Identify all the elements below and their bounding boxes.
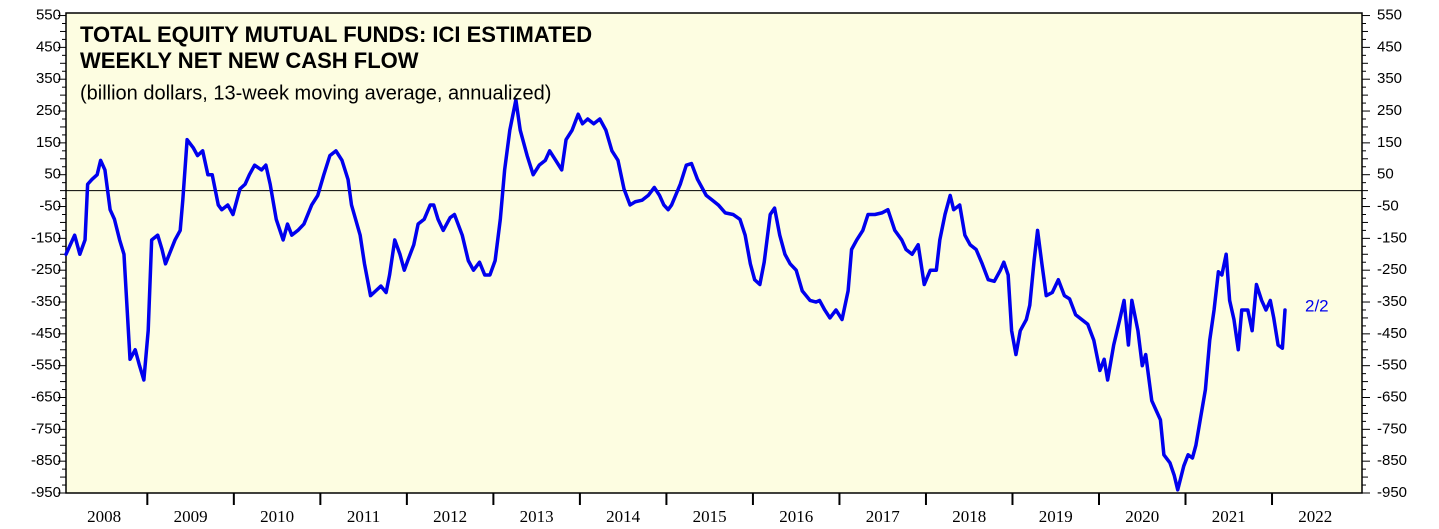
y-tick-label: -550 <box>31 357 61 374</box>
x-tick-label: 2022 <box>1298 507 1332 526</box>
chart-title: TOTAL EQUITY MUTUAL FUNDS: ICI ESTIMATED <box>80 22 592 47</box>
y-tick-label: 450 <box>36 38 61 55</box>
data: 2/2 <box>64 98 1329 492</box>
y-tick-label: 150 <box>1377 134 1402 151</box>
annotation: 2/2 <box>1305 296 1329 315</box>
y-tick-label: 250 <box>36 102 61 119</box>
y-tick-label: -50 <box>1377 197 1399 214</box>
x-tick-label: 2010 <box>260 507 294 526</box>
x-tick-label: 2015 <box>693 507 727 526</box>
y-tick-label: -650 <box>31 388 61 405</box>
y-tick-label: -150 <box>1377 229 1407 246</box>
plot-area <box>65 12 1363 494</box>
x-tick-label: 2012 <box>433 507 467 526</box>
y-tick-label: 450 <box>1377 38 1402 55</box>
y-tick-label: -950 <box>31 484 61 501</box>
y-tick-label: -250 <box>1377 261 1407 278</box>
x-tick-label: 2009 <box>174 507 208 526</box>
y-tick-label: 50 <box>1377 166 1394 183</box>
y-tick-label: -650 <box>1377 388 1407 405</box>
y-tick-label: -850 <box>31 452 61 469</box>
data-line <box>64 98 1287 492</box>
y-tick-label: -850 <box>1377 452 1407 469</box>
y-tick-label: -350 <box>1377 293 1407 310</box>
y-tick-label: -550 <box>1377 357 1407 374</box>
y-tick-label: -750 <box>31 420 61 437</box>
x-tick-label: 2019 <box>1039 507 1073 526</box>
y-tick-label: -750 <box>1377 420 1407 437</box>
x-tick-label: 2021 <box>1212 507 1246 526</box>
chart-title: WEEKLY NET NEW CASH FLOW <box>80 48 419 73</box>
axes: 550 550 450 450 350 350 250 250 150 150 50 50 -50 -50… <box>31 7 1407 526</box>
y-tick-label: 50 <box>44 166 61 183</box>
x-tick-label: 2014 <box>606 507 641 526</box>
y-tick-label: 350 <box>1377 70 1402 87</box>
y-tick-label: 250 <box>1377 102 1402 119</box>
y-tick-label: 550 <box>36 7 61 24</box>
y-tick-label: -950 <box>1377 484 1407 501</box>
x-tick-label: 2016 <box>779 507 813 526</box>
y-tick-label: -450 <box>1377 325 1407 342</box>
y-tick-label: -50 <box>39 197 61 214</box>
x-tick-label: 2008 <box>87 507 121 526</box>
x-tick-label: 2017 <box>866 507 901 526</box>
y-tick-label: -150 <box>31 229 61 246</box>
y-tick-label: 550 <box>1377 7 1402 24</box>
y-tick-label: 150 <box>36 134 61 151</box>
y-tick-label: -450 <box>31 325 61 342</box>
x-tick-label: 2020 <box>1125 507 1159 526</box>
x-tick-label: 2011 <box>347 507 380 526</box>
chart-subtitle: (billion dollars, 13-week moving average… <box>80 82 551 104</box>
x-tick-label: 2018 <box>952 507 986 526</box>
y-tick-label: 350 <box>36 70 61 87</box>
y-tick-label: -350 <box>31 293 61 310</box>
y-tick-label: -250 <box>31 261 61 278</box>
x-tick-label: 2013 <box>520 507 554 526</box>
